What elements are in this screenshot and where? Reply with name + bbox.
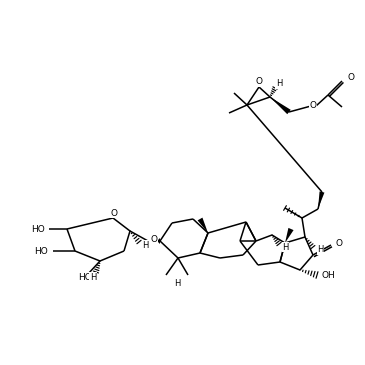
Polygon shape <box>157 238 160 244</box>
Text: H: H <box>317 246 323 254</box>
Text: OH: OH <box>322 272 336 280</box>
Text: H: H <box>282 242 288 251</box>
Text: O: O <box>336 238 343 247</box>
Text: O: O <box>348 73 355 81</box>
Text: H: H <box>174 278 180 288</box>
Polygon shape <box>285 228 293 243</box>
Text: O: O <box>255 77 262 87</box>
Text: O: O <box>111 208 118 218</box>
Text: H: H <box>90 273 96 281</box>
Text: H: H <box>276 80 282 88</box>
Text: HO: HO <box>78 273 92 281</box>
Text: HO: HO <box>34 246 48 256</box>
Text: O: O <box>150 235 158 245</box>
Polygon shape <box>318 191 324 209</box>
Polygon shape <box>197 218 208 233</box>
Text: H: H <box>142 241 149 250</box>
Text: HO: HO <box>31 224 45 234</box>
Polygon shape <box>270 97 291 114</box>
Text: O: O <box>310 100 316 110</box>
